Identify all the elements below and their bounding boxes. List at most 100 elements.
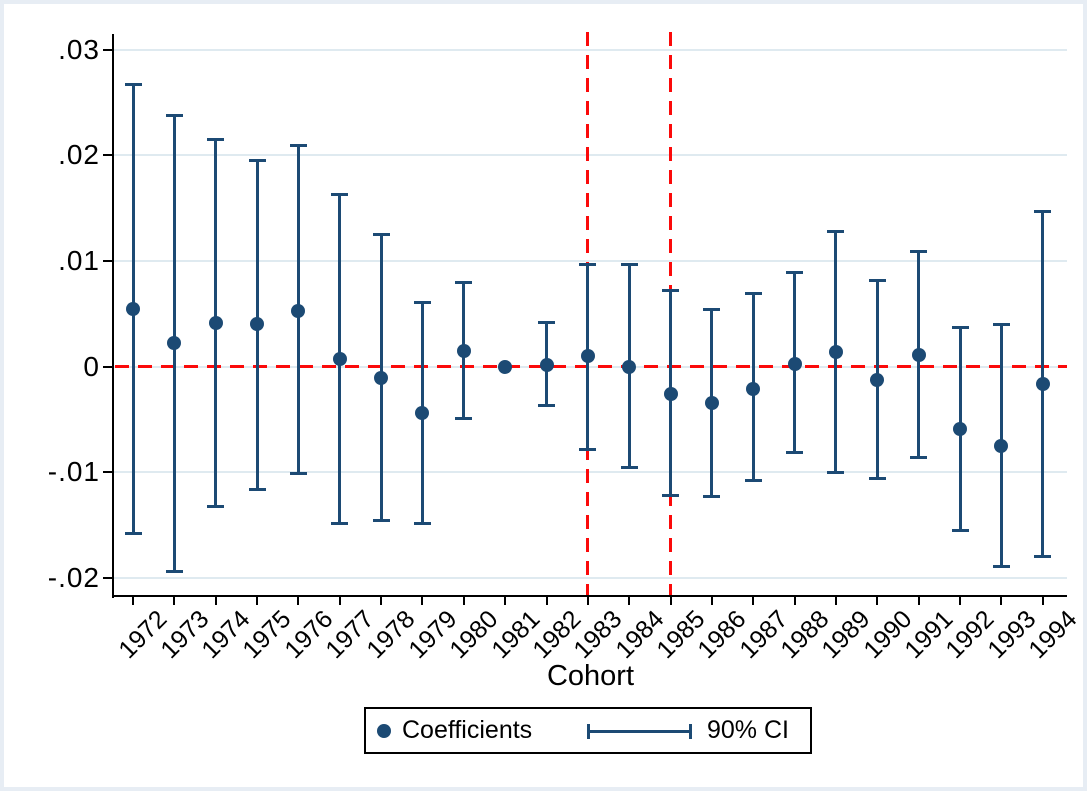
ci-upper-cap-1979 (413, 300, 431, 304)
coefficient-marker-1976 (291, 303, 306, 318)
gridline (114, 471, 1067, 474)
ci-lower-cap-1993 (992, 564, 1010, 568)
coefficient-marker-1994 (1035, 376, 1050, 391)
x-axis-tick (545, 596, 548, 605)
ci-upper-cap-1993 (992, 322, 1010, 326)
legend-label-ci: 90% CI (707, 716, 789, 744)
x-axis-tick (793, 596, 796, 605)
x-axis-tick (338, 596, 341, 605)
x-axis-line (112, 595, 1067, 597)
ci-lower-cap-1973 (165, 570, 183, 574)
coefficient-marker-1981 (498, 359, 513, 374)
coefficient-marker-1982 (539, 357, 554, 372)
coefficient-marker-1993 (994, 438, 1009, 453)
y-axis-tick-label: 0 (83, 350, 100, 382)
ci-lower-cap-1992 (951, 528, 969, 532)
ci-lower-cap-1990 (868, 477, 886, 481)
y-axis-tick-label: -.01 (47, 456, 100, 488)
ci-lower-cap-1979 (413, 521, 431, 525)
coefficient-marker-1973 (167, 336, 182, 351)
ci-upper-cap-1980 (455, 280, 473, 284)
coefficient-marker-1990 (870, 373, 885, 388)
x-axis-tick (710, 596, 713, 605)
coefficient-marker-1984 (622, 359, 637, 374)
y-axis-tick (103, 48, 114, 51)
ci-lower-cap-1989 (827, 470, 845, 474)
x-axis-tick (132, 596, 134, 605)
ci-lower-cap-1988 (786, 450, 804, 454)
x-axis-tick (876, 596, 879, 605)
ci-lower-cap-1972 (124, 532, 142, 536)
coefficient-marker-1988 (787, 356, 802, 371)
errorbar-right-cap (689, 724, 692, 739)
ci-upper-cap-1985 (662, 289, 680, 293)
x-axis-title: Cohort (546, 660, 635, 692)
coefficient-marker-1975 (250, 317, 265, 332)
ci-lower-cap-1982 (538, 404, 555, 408)
coefficient-marker-1978 (374, 371, 389, 386)
x-axis-tick (1041, 596, 1044, 605)
coefficients-marker-icon (377, 724, 391, 738)
x-axis-tick (462, 596, 465, 605)
x-axis-tick (669, 596, 672, 605)
x-axis-tick (214, 596, 217, 605)
ci-upper-cap-1972 (124, 83, 142, 87)
x-axis-tick (752, 596, 755, 605)
ci-lower-cap-1985 (662, 494, 680, 498)
y-axis-line (112, 34, 114, 598)
ci-upper-cap-1983 (579, 262, 597, 266)
coefficient-marker-1992 (953, 422, 967, 437)
coefficient-marker-1985 (663, 387, 678, 402)
ci-upper-cap-1974 (207, 138, 225, 141)
ci-lower-cap-1976 (289, 471, 307, 475)
ci-upper-cap-1989 (827, 229, 845, 233)
x-axis-tick (1000, 596, 1003, 605)
ci-upper-cap-1987 (744, 292, 762, 296)
x-axis-tick-label: 1994 (1023, 605, 1083, 665)
y-axis-tick-label: -.02 (47, 562, 100, 594)
gridline (114, 577, 1067, 580)
coefficient-marker-1986 (704, 395, 719, 410)
ci-lower-cap-1994 (1034, 555, 1052, 559)
coefficient-marker-1974 (208, 316, 223, 331)
gridline (114, 154, 1067, 157)
y-axis-tick (103, 260, 114, 263)
ci-upper-cap-1990 (868, 278, 886, 282)
coefficient-marker-1989 (828, 344, 843, 359)
ci-upper-cap-1991 (910, 250, 928, 253)
x-axis-tick (504, 596, 507, 605)
ci-upper-cap-1973 (165, 113, 183, 117)
x-axis-tick (297, 596, 300, 605)
x-axis-tick (959, 596, 961, 605)
ci-lower-cap-1986 (703, 495, 721, 499)
y-axis-tick (103, 154, 114, 157)
ci-lower-cap-1980 (455, 416, 473, 420)
x-axis-tick (421, 596, 424, 605)
legend: Coefficients 90% CI (364, 707, 812, 754)
y-axis-tick (103, 577, 114, 580)
gridline (114, 260, 1067, 263)
y-axis-tick (103, 365, 114, 368)
x-axis-tick (256, 596, 259, 605)
zero-reference-line (115, 365, 1067, 369)
ci-upper-cap-1988 (786, 271, 804, 275)
ci-upper-cap-1976 (289, 144, 307, 148)
ci-lower-cap-1983 (579, 447, 597, 451)
y-axis-tick-label: .02 (58, 139, 100, 171)
ci-lower-cap-1978 (372, 519, 390, 523)
ci-lower-cap-1987 (744, 479, 762, 483)
ci-upper-cap-1986 (703, 308, 721, 312)
coefficient-marker-1979 (415, 406, 430, 421)
ci-upper-cap-1977 (331, 192, 349, 196)
coefficient-marker-1977 (332, 352, 347, 367)
ci-upper-cap-1994 (1034, 209, 1052, 213)
ci-upper-cap-1992 (951, 326, 969, 330)
legend-label-coefficients: Coefficients (402, 716, 533, 744)
ci-lower-cap-1977 (331, 521, 349, 525)
coefficient-marker-1987 (746, 381, 761, 396)
ci-upper-cap-1978 (372, 233, 390, 237)
x-axis-tick (628, 596, 631, 605)
errorbar-line (587, 730, 692, 733)
coefficient-marker-1983 (580, 349, 595, 364)
